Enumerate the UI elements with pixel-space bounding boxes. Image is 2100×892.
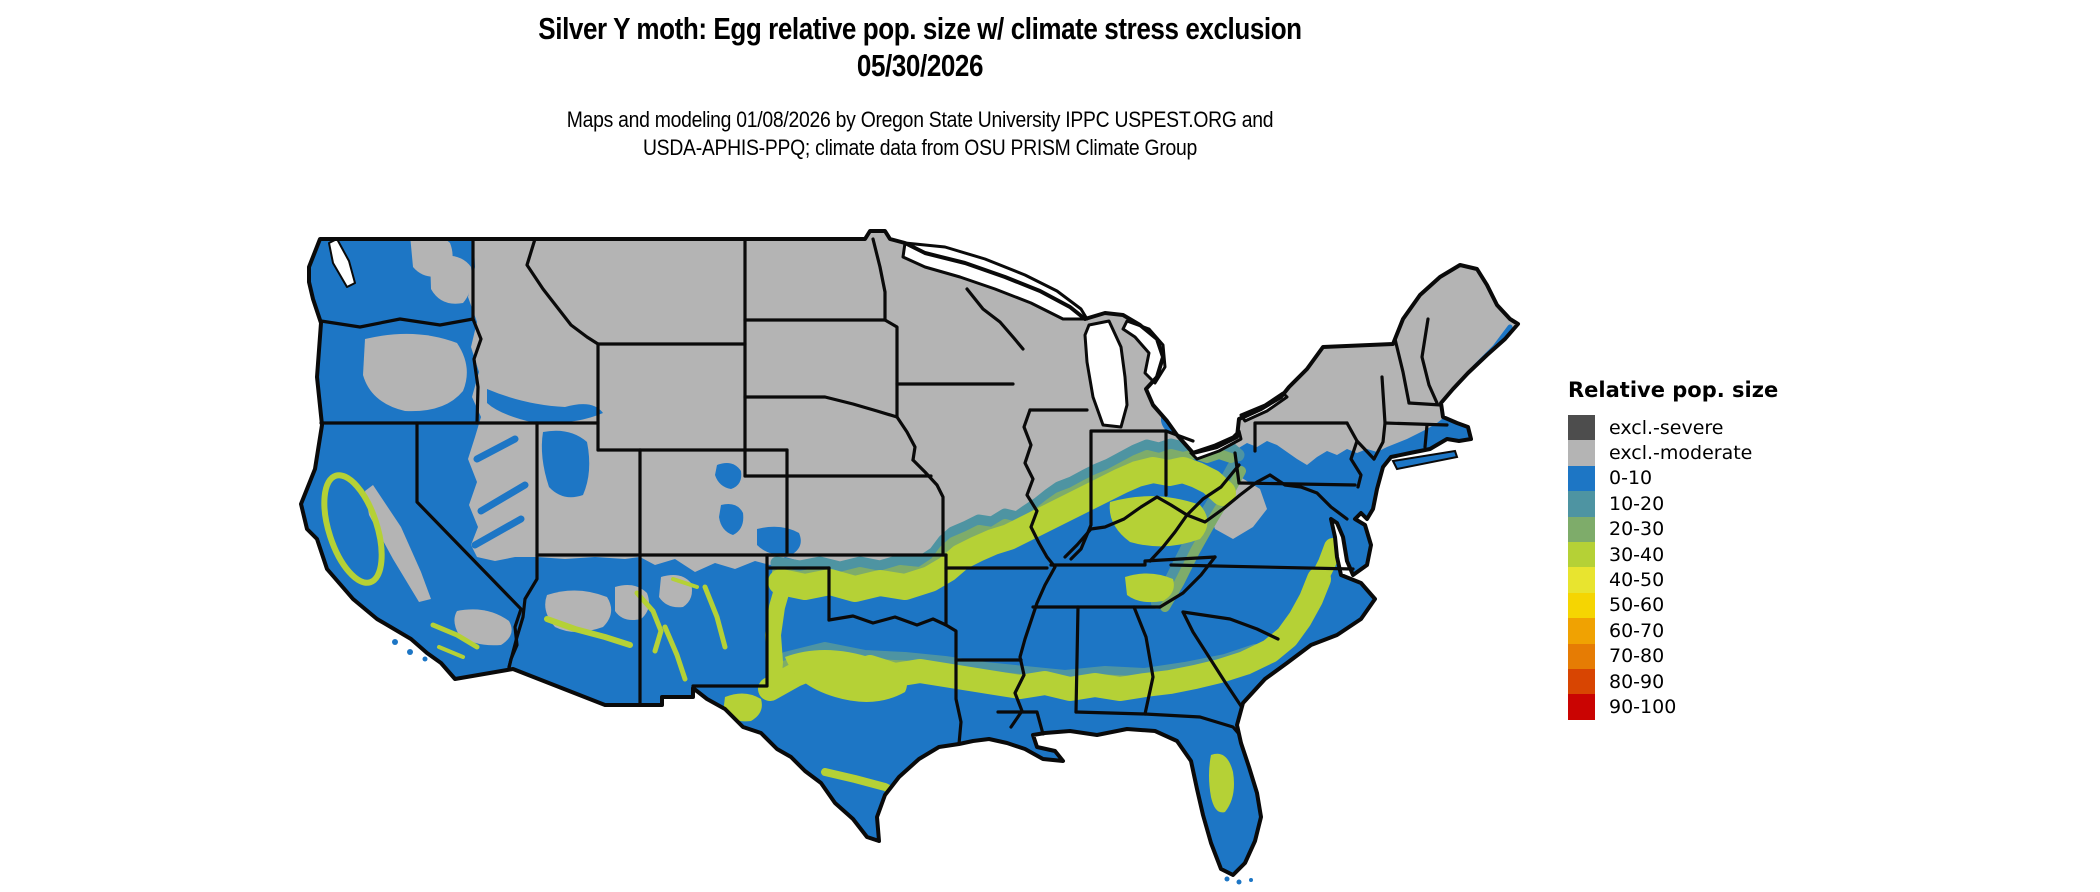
legend-swatch-excl-moderate: [1568, 440, 1595, 466]
legend-label: 70-80: [1609, 645, 1665, 668]
legend-row: 0-10: [1568, 465, 1778, 492]
legend-label: excl.-severe: [1609, 416, 1724, 439]
channel-islands: [392, 639, 428, 662]
lake-michigan: [1083, 319, 1129, 429]
legend-swatch-90-100: [1568, 694, 1595, 720]
legend-label: 40-50: [1609, 569, 1665, 592]
subtitle-line-2: USDA-APHIS-PPQ; climate data from OSU PR…: [642, 135, 1198, 160]
legend-row: 50-60: [1568, 592, 1778, 619]
legend-swatch-0-10: [1568, 465, 1595, 492]
legend-label: 20-30: [1609, 518, 1665, 541]
lake-superior: [901, 241, 1089, 321]
legend-label: 10-20: [1609, 492, 1665, 515]
page-title: Silver Y moth: Egg relative pop. size w/…: [538, 11, 1302, 46]
heading-block: Silver Y moth: Egg relative pop. size w/…: [245, 10, 1595, 161]
state-borders: [319, 237, 1449, 746]
legend-swatch-80-90: [1568, 668, 1595, 695]
legend-row: 20-30: [1568, 516, 1778, 542]
map-date: 05/30/2026: [856, 48, 984, 83]
legend-label: 50-60: [1609, 594, 1665, 617]
legend-label: 30-40: [1609, 543, 1665, 566]
puget-sound: [328, 238, 356, 288]
legend-label: 90-100: [1609, 695, 1677, 718]
legend-label: 0-10: [1609, 467, 1653, 490]
band-30-40-patches: [723, 496, 1234, 813]
legend-label: 80-90: [1609, 670, 1665, 693]
subtitle-line-1: Maps and modeling 01/08/2026 by Oregon S…: [566, 107, 1274, 132]
legend-swatch-excl-severe: [1568, 415, 1595, 441]
long-island: [1391, 449, 1459, 471]
blue-inclusions: [487, 389, 1182, 556]
legend-row: 30-40: [1568, 541, 1778, 568]
legend-row: 40-50: [1568, 567, 1778, 593]
legend-swatch-40-50: [1568, 567, 1595, 593]
legend-swatch-60-70: [1568, 618, 1595, 644]
legend-title: Relative pop. size: [1568, 378, 1779, 402]
florida-keys: [1224, 876, 1253, 885]
legend-swatch-70-80: [1568, 643, 1595, 669]
legend-row: 90-100: [1568, 694, 1778, 720]
legend-row: 10-20: [1568, 491, 1778, 517]
islands: [392, 449, 1459, 885]
central-valley-ring: [321, 472, 385, 586]
subtitle-block: Maps and modeling 01/08/2026 by Oregon S…: [245, 106, 1595, 161]
legend-row: excl.-severe: [1568, 415, 1778, 441]
legend-swatch-30-40: [1568, 541, 1595, 568]
legend-row: 60-70: [1568, 618, 1778, 644]
legend-label: excl.-moderate: [1609, 442, 1753, 465]
legend-swatch-20-30: [1568, 516, 1595, 542]
us-risk-map: [225, 227, 1535, 889]
us-map-svg: [299, 229, 1520, 885]
us-outline: [299, 229, 1520, 877]
legend-row: 70-80: [1568, 643, 1778, 669]
legend-swatch-10-20: [1568, 491, 1595, 517]
legend-row: 80-90: [1568, 668, 1778, 695]
legend: Relative pop. size excl.-severe excl.-mo…: [1568, 378, 1778, 720]
legend-label: 60-70: [1609, 619, 1665, 642]
legend-swatch-50-60: [1568, 592, 1595, 619]
legend-row: excl.-moderate: [1568, 440, 1778, 466]
